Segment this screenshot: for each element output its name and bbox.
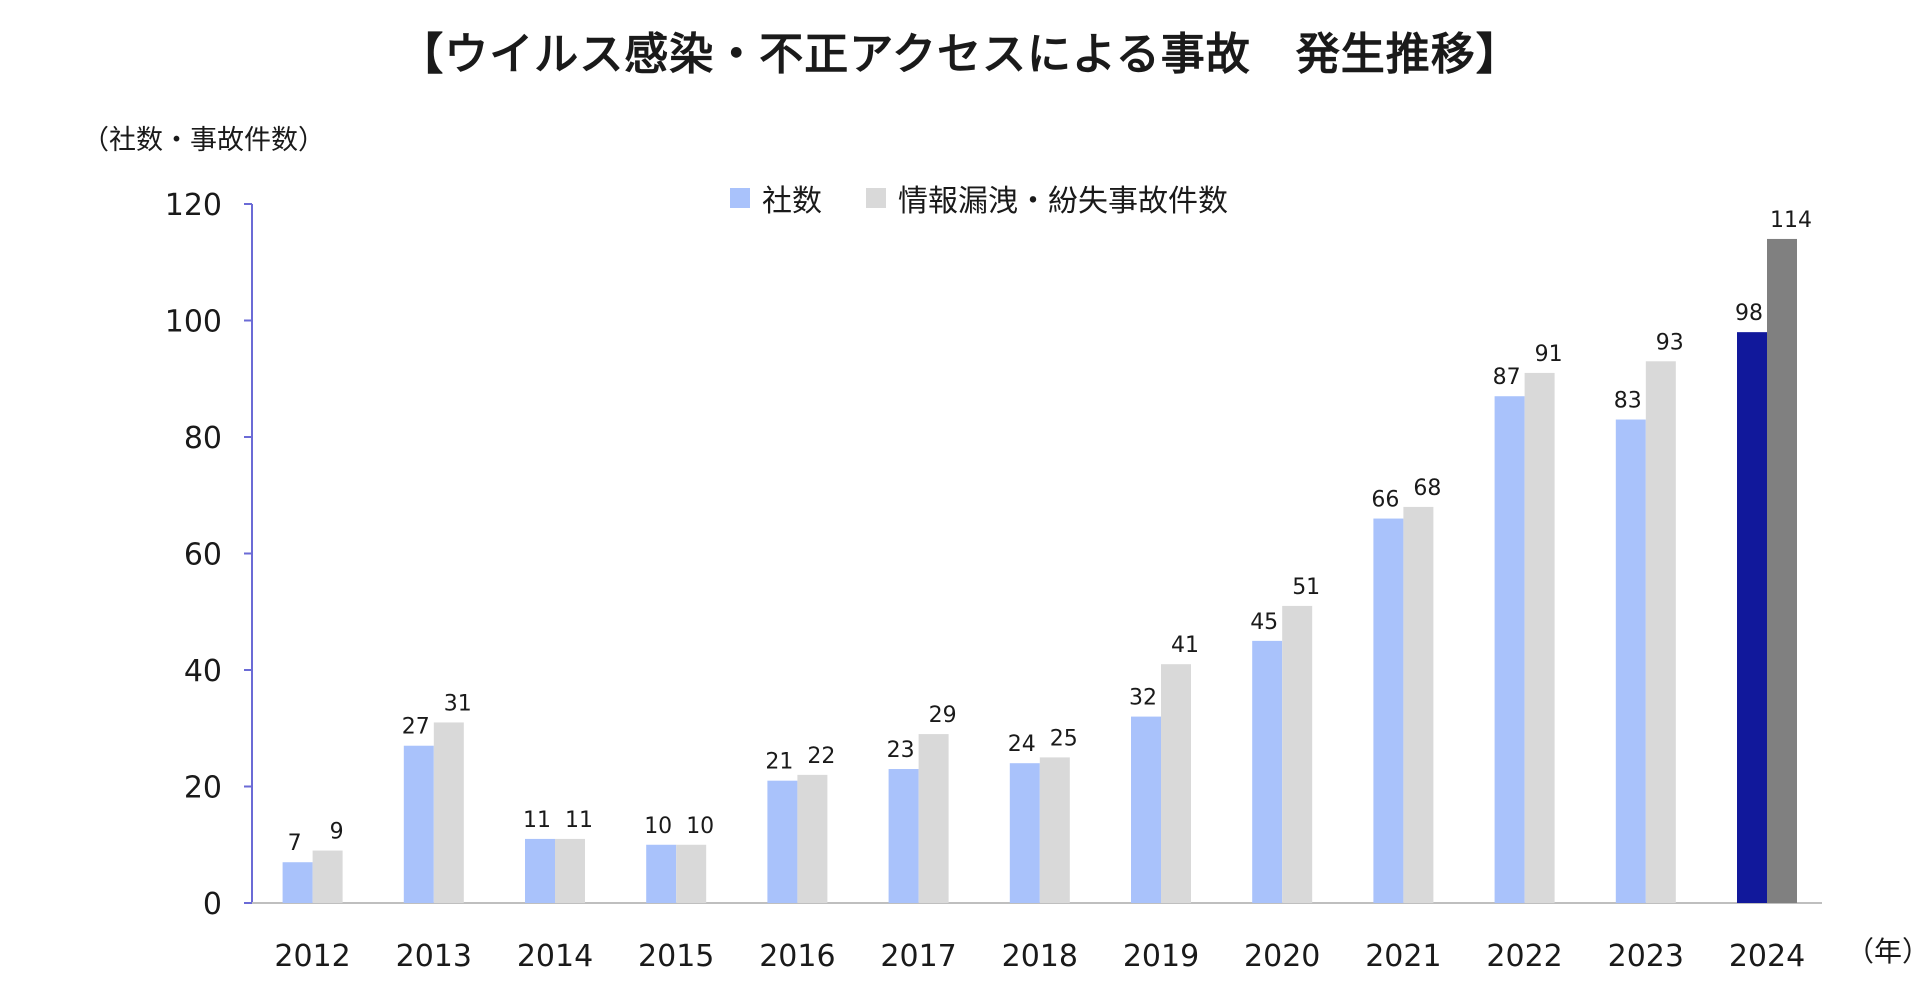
data-label-series1-2012: 7 bbox=[288, 831, 302, 856]
legend-label-series2: 情報漏洩・紛失事故件数 bbox=[898, 184, 1228, 219]
data-label-series2-2012: 9 bbox=[330, 820, 344, 845]
bar-series1-2019 bbox=[1131, 716, 1161, 903]
y-tick-label: 40 bbox=[184, 654, 222, 689]
y-tick-label: 120 bbox=[165, 188, 222, 223]
bar-series2-2020 bbox=[1282, 605, 1313, 903]
bar-series1-2024 bbox=[1737, 332, 1767, 903]
bar-series1-2023 bbox=[1615, 419, 1646, 903]
bar-series1-2017 bbox=[888, 769, 919, 903]
bar-series2-2023 bbox=[1645, 361, 1676, 903]
x-axis-unit: （年） bbox=[1846, 935, 1920, 968]
data-label-series2-2022: 91 bbox=[1535, 342, 1563, 367]
bar-series2-2021 bbox=[1403, 506, 1434, 903]
bar-series2-2024 bbox=[1767, 238, 1797, 903]
x-tick-label-2017: 2017 bbox=[880, 939, 956, 974]
bar-series2-2015 bbox=[676, 844, 707, 903]
y-tick-label: 0 bbox=[203, 887, 222, 922]
bar-series2-2016 bbox=[797, 774, 828, 903]
x-tick-label-2024: 2024 bbox=[1729, 939, 1805, 974]
bar-series2-2022 bbox=[1524, 372, 1555, 903]
data-label-series1-2016: 21 bbox=[765, 750, 793, 775]
data-label-series1-2024: 98 bbox=[1735, 301, 1763, 326]
data-label-series1-2014: 11 bbox=[523, 808, 551, 833]
data-label-series1-2019: 32 bbox=[1129, 686, 1157, 711]
y-tick-label: 100 bbox=[165, 305, 222, 340]
data-label-series2-2024: 114 bbox=[1770, 208, 1812, 233]
x-tick-label-2015: 2015 bbox=[638, 939, 714, 974]
x-tick-label-2014: 2014 bbox=[517, 939, 593, 974]
x-tick-label-2016: 2016 bbox=[759, 939, 835, 974]
data-label-series1-2013: 27 bbox=[402, 715, 430, 740]
data-label-series1-2018: 24 bbox=[1008, 732, 1036, 757]
legend-item-series1: 社数 bbox=[730, 176, 822, 220]
data-label-series1-2020: 45 bbox=[1250, 610, 1278, 635]
bar-series1-2016 bbox=[767, 780, 798, 903]
chart-title: 【ウイルス感染・不正アクセスによる事故 発生推移】 bbox=[399, 29, 1521, 80]
bar-series1-2022 bbox=[1494, 396, 1525, 903]
data-label-series1-2021: 66 bbox=[1371, 488, 1399, 513]
x-tick-label-2021: 2021 bbox=[1365, 939, 1441, 974]
legend-label-series1: 社数 bbox=[762, 184, 822, 219]
bar-series2-2013 bbox=[433, 722, 464, 903]
y-tick-label: 80 bbox=[184, 421, 222, 456]
bar-series1-2021 bbox=[1373, 518, 1404, 903]
legend-item-series2: 情報漏洩・紛失事故件数 bbox=[866, 176, 1228, 220]
y-tick-label: 20 bbox=[184, 771, 222, 806]
data-label-series2-2015: 10 bbox=[686, 814, 714, 839]
x-tick-label-2023: 2023 bbox=[1608, 939, 1684, 974]
data-label-series2-2021: 68 bbox=[1413, 476, 1441, 501]
bar-series2-2017 bbox=[918, 734, 949, 903]
bar-series2-2019 bbox=[1161, 664, 1191, 903]
bar-series2-2014 bbox=[555, 838, 585, 903]
data-label-series2-2020: 51 bbox=[1292, 575, 1320, 600]
data-label-series2-2016: 22 bbox=[807, 744, 835, 769]
bar-series1-2015 bbox=[646, 844, 677, 903]
bar-series2-2018 bbox=[1039, 757, 1070, 903]
data-label-series2-2014: 11 bbox=[565, 808, 593, 833]
data-label-series2-2017: 29 bbox=[929, 703, 957, 728]
data-label-series2-2018: 25 bbox=[1050, 726, 1078, 751]
x-tick-label-2020: 2020 bbox=[1244, 939, 1320, 974]
bar-series1-2014 bbox=[525, 838, 555, 903]
data-label-series2-2013: 31 bbox=[444, 691, 472, 716]
bar-series1-2012 bbox=[282, 862, 313, 903]
legend-swatch-series2 bbox=[866, 188, 886, 208]
y-axis-label: （社数・事故件数） bbox=[82, 125, 325, 156]
data-label-series1-2022: 87 bbox=[1493, 365, 1521, 390]
bar-series2-2012 bbox=[312, 850, 343, 903]
x-tick-label-2018: 2018 bbox=[1002, 939, 1078, 974]
data-label-series1-2023: 83 bbox=[1614, 389, 1642, 414]
data-label-series2-2023: 93 bbox=[1656, 330, 1684, 355]
x-tick-label-2022: 2022 bbox=[1486, 939, 1562, 974]
bar-series1-2013 bbox=[403, 745, 434, 903]
x-tick-label-2019: 2019 bbox=[1123, 939, 1199, 974]
x-tick-label-2012: 2012 bbox=[274, 939, 350, 974]
data-label-series1-2015: 10 bbox=[644, 814, 672, 839]
bar-series1-2020 bbox=[1252, 640, 1283, 903]
y-tick-label: 60 bbox=[184, 538, 222, 573]
x-tick-label-2013: 2013 bbox=[396, 939, 472, 974]
bar-series1-2018 bbox=[1009, 763, 1040, 903]
data-label-series1-2017: 23 bbox=[887, 738, 915, 763]
data-label-series2-2019: 41 bbox=[1171, 633, 1199, 658]
legend: 社数 情報漏洩・紛失事故件数 bbox=[730, 176, 1272, 220]
legend-swatch-series1 bbox=[730, 188, 750, 208]
